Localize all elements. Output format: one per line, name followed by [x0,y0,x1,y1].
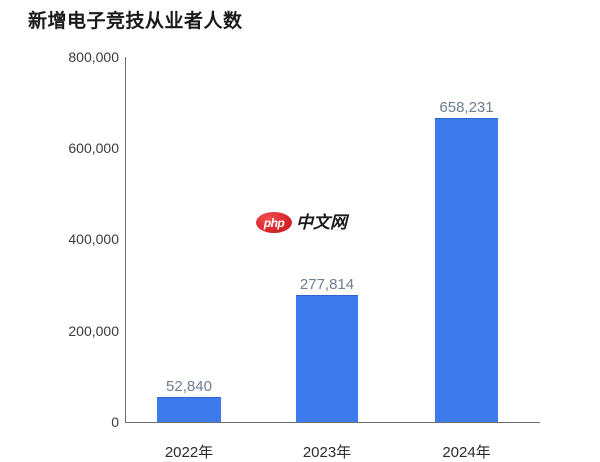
bar-2022[interactable]: 52,840 [157,378,221,422]
y-tick-label: 800,000 [68,49,119,65]
y-axis-line [125,57,126,423]
x-tick-label: 2024年 [442,444,491,461]
bar-rect[interactable] [157,397,221,422]
bar-value-label: 658,231 [439,99,494,116]
watermark-badge-text: php [263,215,285,230]
bar-2023[interactable]: 277,814 [296,276,358,422]
bar-2024[interactable]: 658,231 [435,99,498,422]
php-logo-icon: php [256,212,292,233]
watermark: php 中文网 [256,212,347,233]
watermark-label: 中文网 [296,213,347,232]
y-tick-label: 400,000 [68,231,119,247]
chart-title: 新增电子竞技从业者人数 [28,11,243,32]
bar-value-label: 52,840 [166,378,212,395]
y-tick-label: 600,000 [68,140,119,156]
y-tick-label: 200,000 [68,323,119,339]
y-tick-label: 0 [111,414,119,430]
x-axis-line [125,422,540,423]
x-tick-label: 2022年 [164,444,214,461]
bar-rect[interactable] [435,118,498,422]
x-tick-label: 2023年 [302,444,352,461]
bar-value-label: 277,814 [299,276,355,293]
bar-rect[interactable] [296,295,358,422]
